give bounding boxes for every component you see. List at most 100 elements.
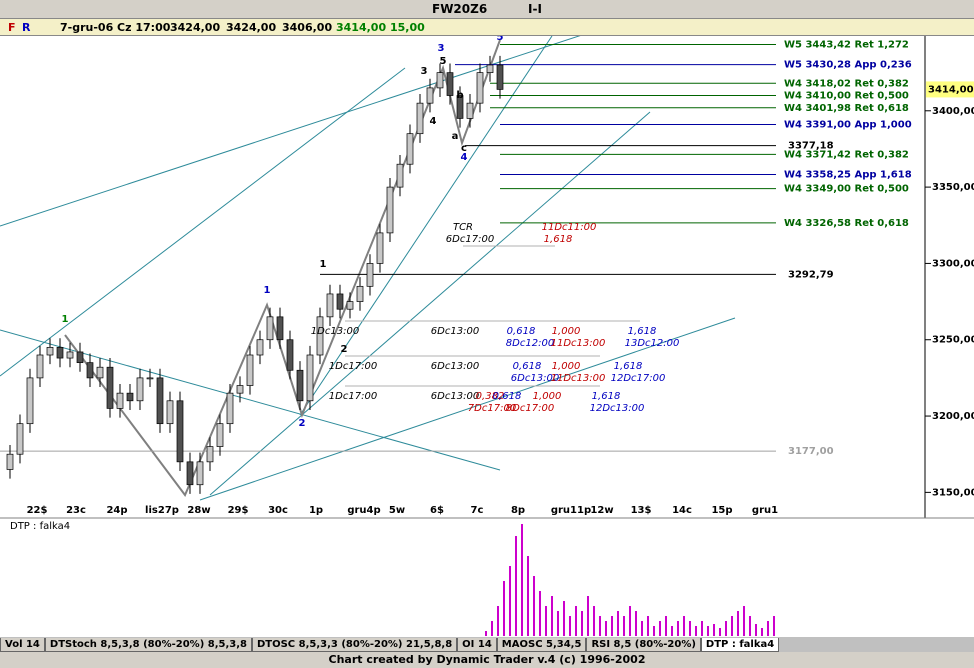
candle-body (196, 461, 204, 486)
level-label: 3292,79 (788, 269, 834, 280)
indicator-bar (503, 581, 505, 636)
candle-body (306, 354, 314, 402)
indicator-bar (629, 606, 631, 636)
indicator-bar (659, 621, 661, 636)
indicator-bar (485, 631, 487, 636)
candle-body (86, 362, 94, 379)
x-tick-label: 7c (471, 505, 484, 516)
x-tick-label: 12w (590, 505, 613, 516)
indicator-bar (617, 611, 619, 636)
candle-body (6, 453, 14, 470)
indicator-bar (701, 621, 703, 636)
candle-body (386, 186, 394, 234)
candle-body (106, 366, 114, 409)
y-tick-label: 3350,00 (932, 182, 974, 193)
annotation: c (461, 143, 467, 154)
annotation: 7Dc17:00 (468, 403, 516, 414)
annotation: 1Dc17:00 (329, 391, 377, 402)
indicator-bar (605, 621, 607, 636)
candle-body (266, 316, 274, 341)
candle-body (396, 163, 404, 188)
annotation: 11Dc13:00 (551, 373, 606, 384)
annotation: 0,618 (493, 391, 522, 402)
last-price-box (926, 81, 974, 98)
level-label: W5 3443,42 Ret 1,272 (784, 40, 909, 51)
candle-body (186, 461, 194, 486)
annotation: TCR (453, 222, 473, 233)
annotation: 11Dc11:00 (542, 222, 597, 233)
candle-body (146, 377, 154, 380)
x-tick-label: 14c (672, 505, 692, 516)
bar-high: 3424,00 (226, 21, 277, 34)
indicator-bar (695, 626, 697, 636)
indicator-tab[interactable]: DTOSC 8,5,3,3 (80%-20%) 21,5,8,8 (251, 638, 458, 652)
candle-body (136, 377, 144, 402)
x-tick-label: 8p (511, 505, 525, 516)
indicator-bar (581, 611, 583, 636)
annotation: b (456, 90, 463, 101)
indicator-bar (521, 524, 523, 636)
indicator-tab[interactable]: OI 14 (457, 638, 497, 652)
candle-body (476, 72, 484, 104)
indicator-bar (683, 616, 685, 636)
indicator-bar (755, 624, 757, 636)
candle-body (466, 102, 474, 119)
trend-line (209, 111, 651, 496)
x-tick-label: gru11p (551, 505, 591, 516)
annotation: 1,618 (628, 326, 657, 337)
indicator-bar (773, 616, 775, 636)
candle-body (246, 354, 254, 386)
indicator-tab[interactable]: RSI 8,5 (80%-20%) (586, 638, 701, 652)
candle-body (216, 423, 224, 447)
candle-body (416, 102, 424, 135)
candle-body (316, 316, 324, 356)
indicator-bar (611, 616, 613, 636)
candle-body (66, 351, 74, 359)
candle-body (56, 347, 64, 359)
indicator-bar (719, 628, 721, 636)
indicator-bar (563, 601, 565, 636)
bar-open: 3424,00 (170, 21, 221, 34)
indicator-bar (515, 536, 517, 636)
annotation: 1,000 (552, 361, 581, 372)
indicator-bar (539, 591, 541, 636)
indicator-bar (533, 576, 535, 636)
annotation: 11Dc13:00 (551, 338, 606, 349)
annotation: 3 (421, 66, 428, 77)
indicator-tab[interactable]: DTP : falka4 (700, 638, 780, 652)
y-tick-label: 3300,00 (932, 258, 974, 269)
level-label: W5 3430,28 App 0,236 (784, 60, 912, 71)
indicator-bar (599, 616, 601, 636)
candle-body (406, 133, 414, 165)
annotation: 1 (264, 285, 271, 296)
level-label: W4 3401,98 Ret 0,618 (784, 103, 909, 114)
annotation: 6Dc13:00 (431, 326, 479, 337)
annotation: 6Dc17:00 (446, 234, 494, 245)
indicator-bar (575, 606, 577, 636)
candle-body (346, 301, 354, 310)
toolbar-button[interactable]: F (8, 21, 16, 34)
annotation: 2 (299, 418, 306, 429)
level-label: W4 3418,02 Ret 0,382 (784, 78, 909, 89)
indicator-bar (689, 621, 691, 636)
indicator-tab[interactable]: DTStoch 8,5,3,8 (80%-20%) 8,5,3,8 (44, 638, 252, 652)
candle-body (166, 400, 174, 425)
indicator-tab[interactable]: MAOSC 5,34,5 (496, 638, 587, 652)
indicator-bar (593, 606, 595, 636)
indicator-bar (761, 628, 763, 636)
candle-body (486, 64, 494, 73)
annotation: 1,618 (614, 361, 643, 372)
indicator-bar (569, 616, 571, 636)
level-label: W4 3349,00 Ret 0,500 (784, 184, 909, 195)
trend-line (299, 36, 553, 416)
y-tick-label: 3250,00 (932, 335, 974, 346)
indicator-bar (551, 596, 553, 636)
indicator-tab[interactable]: Vol 14 (0, 638, 45, 652)
level-label: 3177,00 (788, 446, 834, 457)
candle-body (206, 446, 214, 463)
toolbar-button[interactable]: R (22, 21, 31, 34)
x-tick-label: gru4p (347, 505, 380, 516)
bar-date: 7-gru-06 Cz 17:00 (60, 21, 171, 34)
level-label: W4 3358,25 App 1,618 (784, 170, 912, 181)
